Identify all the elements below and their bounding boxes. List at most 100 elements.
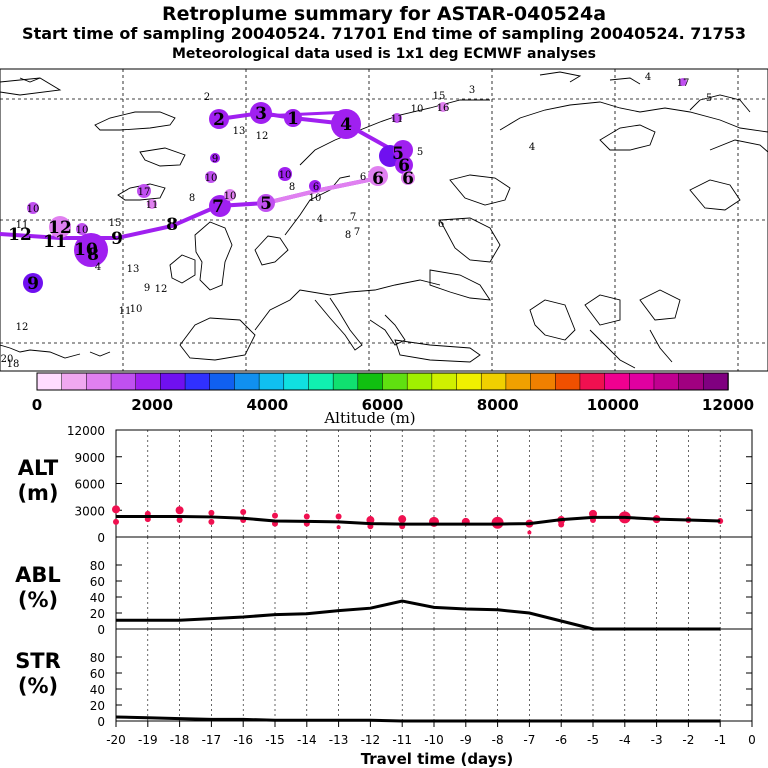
y-tick-label: 0 [97, 715, 105, 729]
colorbar-tick-label: 0 [32, 396, 42, 414]
x-tick-label: -7 [523, 733, 535, 747]
cluster-circle [393, 140, 413, 160]
str-panel: 0 20 40 60 80 STR(%) [15, 628, 753, 729]
cluster-circle [392, 113, 402, 123]
cluster-label: 2 [213, 110, 225, 130]
altitude-dot [176, 517, 183, 524]
altitude-colorbar: 0 2000 4000 6000 8000 10000 12000 Altitude (m) [32, 372, 754, 427]
small-label: 12 [16, 322, 29, 333]
cluster-label: 1 [287, 109, 299, 129]
cluster-circle [27, 202, 39, 214]
small-label: 10 [224, 191, 237, 202]
altitude-dot [336, 525, 341, 530]
cluster-label: 5 [392, 144, 404, 164]
small-label: 11 [146, 200, 159, 211]
colorbar-cell [505, 372, 532, 391]
map-gridlines [0, 69, 768, 371]
colorbar-tick-label: 8000 [477, 396, 519, 414]
small-label: 10 [205, 173, 218, 184]
colorbar-cell [703, 372, 729, 391]
small-label: 10 [309, 193, 322, 204]
colorbar-tick-label: 12000 [702, 396, 754, 414]
y-tick-label: 40 [90, 591, 105, 605]
y-tick-label: 60 [90, 667, 105, 681]
y-tick-label: 3000 [74, 504, 105, 518]
small-label: 5 [706, 93, 712, 104]
altitude-dot [113, 518, 119, 525]
small-label: 11 [119, 306, 132, 317]
small-label: 8 [345, 230, 351, 241]
small-label: 5 [417, 147, 423, 158]
colorbar-cell [530, 372, 556, 391]
small-label: 18 [7, 359, 20, 370]
colorbar-cell [135, 372, 162, 391]
cluster-label: 6 [398, 156, 410, 176]
altitude-dot [208, 509, 215, 516]
cluster-label: 4 [340, 115, 352, 135]
trajectory-line-north [264, 176, 380, 205]
cluster-label: 11 [43, 232, 67, 252]
small-label: 4 [317, 214, 323, 225]
panel-label-bottom: (%) [18, 674, 58, 698]
x-tick-label: -10 [424, 733, 444, 747]
colorbar-cell [604, 372, 631, 391]
x-tick-label: -5 [587, 733, 599, 747]
altitude-dot [303, 513, 310, 520]
colorbar-cell [406, 372, 433, 391]
small-label: 15 [433, 91, 446, 102]
series-line [115, 715, 721, 723]
colorbar-cell [308, 372, 334, 391]
y-tick-label: 40 [90, 683, 105, 697]
colorbar-cell [209, 372, 236, 391]
small-label: 4 [645, 72, 651, 83]
small-label: 4 [95, 262, 101, 273]
small-label: 13 [233, 126, 246, 137]
cluster-label: 12 [8, 225, 32, 245]
x-tick-label: -15 [265, 733, 285, 747]
x-tick-label: -3 [651, 733, 663, 747]
cluster-circle [224, 189, 236, 201]
altitude-panel: 0 3000 6000 9000 12000 ALT(m) [17, 424, 753, 545]
altitude-dot [112, 505, 120, 514]
x-tick-label: -4 [619, 733, 631, 747]
colorbar-cell [234, 372, 260, 391]
small-label: 10 [76, 225, 89, 236]
x-tick-label: -6 [555, 733, 567, 747]
y-tick-label: 60 [90, 575, 105, 589]
small-label: 6 [313, 182, 319, 193]
cluster-label: 9 [27, 274, 39, 294]
panel-label-bottom: (%) [18, 588, 58, 612]
cluster-circle [679, 78, 687, 86]
y-tick-label: 0 [97, 623, 105, 637]
x-tick-label: -20 [106, 733, 126, 747]
cluster-circle [209, 195, 231, 217]
small-label: 9 [212, 154, 218, 165]
small-label: 11 [16, 220, 29, 231]
colorbar-cells [36, 372, 729, 391]
colorbar-cell [258, 372, 285, 391]
colorbar-cell [332, 372, 359, 391]
cluster-circle [205, 171, 217, 183]
small-label: 17 [138, 187, 151, 198]
colorbar-label: Altitude (m) [323, 409, 415, 427]
coastlines [0, 71, 768, 369]
small-label: 20 [1, 354, 14, 365]
panel-label-bottom: (m) [17, 481, 58, 505]
colorbar-cell [629, 372, 655, 391]
cluster-label: 12 [48, 218, 72, 238]
y-tick-label: 6000 [74, 478, 105, 492]
x-tick-label: -8 [492, 733, 504, 747]
cluster-label: 8 [87, 245, 99, 265]
colorbar-cell [357, 372, 384, 391]
small-label: 11 [391, 114, 404, 125]
colorbar-tick-label: 2000 [131, 396, 173, 414]
altitude-dot [335, 513, 342, 520]
colorbar-cell [456, 372, 482, 391]
altitude-dot [589, 509, 597, 518]
cluster-label: 9 [111, 229, 123, 249]
cluster-label: 10 [74, 240, 98, 260]
